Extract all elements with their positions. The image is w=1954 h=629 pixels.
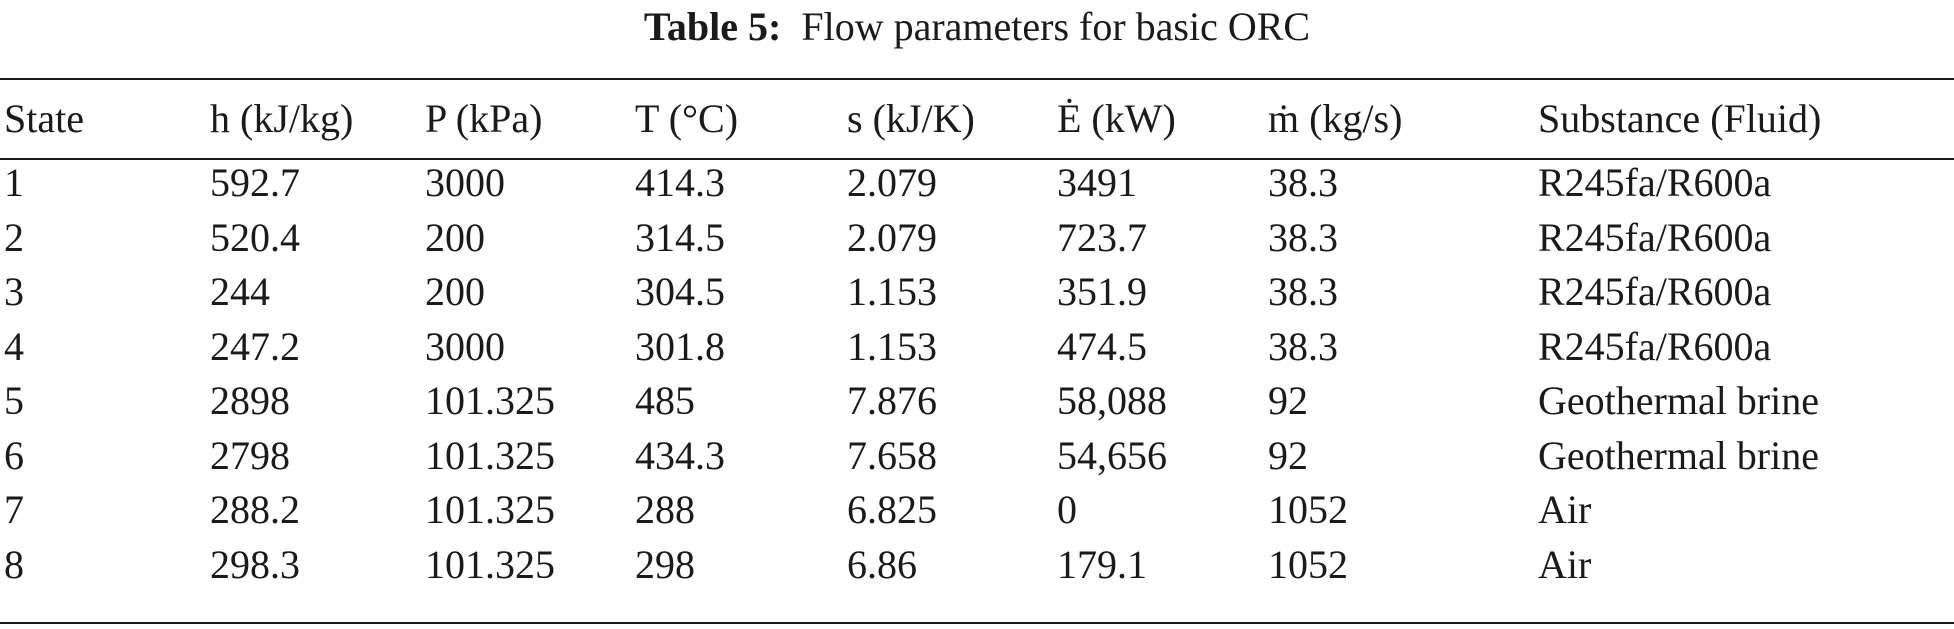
cell-mass-flow: 92 <box>1268 432 1308 478</box>
cell-state: 7 <box>4 487 24 532</box>
flow-parameters-table: State h (kJ/kg) P (kPa) T (°C) s (kJ/K) … <box>0 82 1954 592</box>
cell-mass-flow: 1052 <box>1268 541 1348 587</box>
cell-entropy: 7.876 <box>847 378 937 423</box>
bottom-rule <box>0 622 1954 624</box>
cell-exergy-rate: 179.1 <box>1057 541 1147 587</box>
cell-entropy: 6.825 <box>847 487 937 532</box>
cell-state: 4 <box>4 323 24 369</box>
cell-enthalpy: 247.2 <box>210 323 300 369</box>
cell-enthalpy: 2898 <box>210 378 290 423</box>
cell-pressure: 3000 <box>425 160 505 205</box>
cell-entropy: 1.153 <box>847 323 937 369</box>
table-row: 3 244 200 304.5 1.153 351.9 38.3 R245fa/R600a <box>0 265 1954 320</box>
cell-temperature: 314.5 <box>635 214 725 260</box>
cell-temperature: 304.5 <box>635 269 725 314</box>
table-body: 1 592.7 3000 414.3 2.079 3491 38.3 R245fa/R600a… <box>0 156 1954 592</box>
cell-exergy-rate: 0 <box>1057 487 1077 532</box>
cell-mass-flow: 38.3 <box>1268 323 1338 369</box>
cell-mass-flow: 38.3 <box>1268 160 1338 205</box>
table-caption: Table 5: Flow parameters for basic ORC <box>0 1 1954 53</box>
cell-substance: R245fa/R600a <box>1538 323 1772 369</box>
cell-state: 5 <box>4 378 24 423</box>
cell-temperature: 301.8 <box>635 323 725 369</box>
cell-entropy: 6.86 <box>847 541 917 587</box>
caption-text: Flow parameters for basic ORC <box>801 4 1311 49</box>
header-entropy: s (kJ/K) <box>847 96 975 141</box>
cell-exergy-rate: 58,088 <box>1057 378 1167 423</box>
cell-entropy: 1.153 <box>847 269 937 314</box>
cell-substance: Air <box>1538 487 1592 532</box>
cell-entropy: 7.658 <box>847 432 937 478</box>
cell-substance: R245fa/R600a <box>1538 160 1772 205</box>
cell-mass-flow: 38.3 <box>1268 214 1338 260</box>
header-exergy-rate: Ė (kW) <box>1057 96 1176 141</box>
cell-mass-flow: 38.3 <box>1268 269 1338 314</box>
cell-state: 2 <box>4 214 24 260</box>
cell-exergy-rate: 3491 <box>1057 160 1137 205</box>
cell-enthalpy: 2798 <box>210 432 290 478</box>
cell-state: 1 <box>4 160 24 205</box>
table-row: 6 2798 101.325 434.3 7.658 54,656 92 Geothermal… <box>0 429 1954 484</box>
cell-substance: Air <box>1538 541 1592 587</box>
cell-temperature: 485 <box>635 378 695 423</box>
cell-substance: R245fa/R600a <box>1538 269 1772 314</box>
cell-enthalpy: 288.2 <box>210 487 300 532</box>
cell-substance: Geothermal brine <box>1538 378 1819 423</box>
table-row: 1 592.7 3000 414.3 2.079 3491 38.3 R245fa/R600a <box>0 156 1954 211</box>
cell-temperature: 298 <box>635 541 695 587</box>
top-rule <box>0 78 1954 80</box>
cell-exergy-rate: 723.7 <box>1057 214 1147 260</box>
cell-state: 3 <box>4 269 24 314</box>
cell-pressure: 101.325 <box>425 541 555 587</box>
header-row: State h (kJ/kg) P (kPa) T (°C) s (kJ/K) … <box>0 82 1954 156</box>
cell-exergy-rate: 54,656 <box>1057 432 1167 478</box>
cell-entropy: 2.079 <box>847 160 937 205</box>
cell-substance: R245fa/R600a <box>1538 214 1772 260</box>
cell-temperature: 288 <box>635 487 695 532</box>
cell-entropy: 2.079 <box>847 214 937 260</box>
header-pressure: P (kPa) <box>425 96 543 141</box>
cell-pressure: 101.325 <box>425 432 555 478</box>
cell-exergy-rate: 474.5 <box>1057 323 1147 369</box>
table-row: 4 247.2 3000 301.8 1.153 474.5 38.3 R245fa/R600… <box>0 320 1954 375</box>
cell-pressure: 101.325 <box>425 487 555 532</box>
cell-mass-flow: 92 <box>1268 378 1308 423</box>
cell-pressure: 200 <box>425 214 485 260</box>
cell-enthalpy: 520.4 <box>210 214 300 260</box>
table-row: 2 520.4 200 314.5 2.079 723.7 38.3 R245fa/R600a <box>0 211 1954 266</box>
header-rule <box>0 158 1954 160</box>
cell-enthalpy: 592.7 <box>210 160 300 205</box>
cell-pressure: 101.325 <box>425 378 555 423</box>
cell-enthalpy: 244 <box>210 269 270 314</box>
header-mass-flow: ṁ (kg/s) <box>1268 96 1403 141</box>
caption-label: Table 5: <box>643 4 782 49</box>
header-temperature: T (°C) <box>635 96 739 141</box>
cell-pressure: 200 <box>425 269 485 314</box>
table-header: State h (kJ/kg) P (kPa) T (°C) s (kJ/K) … <box>0 82 1954 156</box>
cell-pressure: 3000 <box>425 323 505 369</box>
table-row: 7 288.2 101.325 288 6.825 0 1052 Air <box>0 483 1954 538</box>
header-substance: Substance (Fluid) <box>1538 96 1822 141</box>
cell-substance: Geothermal brine <box>1538 432 1819 478</box>
cell-temperature: 434.3 <box>635 432 725 478</box>
cell-state: 8 <box>4 541 24 587</box>
table-row: 8 298.3 101.325 298 6.86 179.1 1052 Air <box>0 538 1954 593</box>
cell-temperature: 414.3 <box>635 160 725 205</box>
table-row: 5 2898 101.325 485 7.876 58,088 92 Geothermal b… <box>0 374 1954 429</box>
cell-enthalpy: 298.3 <box>210 541 300 587</box>
cell-mass-flow: 1052 <box>1268 487 1348 532</box>
cell-state: 6 <box>4 432 24 478</box>
cell-exergy-rate: 351.9 <box>1057 269 1147 314</box>
header-state: State <box>4 96 84 141</box>
header-enthalpy: h (kJ/kg) <box>210 96 354 141</box>
